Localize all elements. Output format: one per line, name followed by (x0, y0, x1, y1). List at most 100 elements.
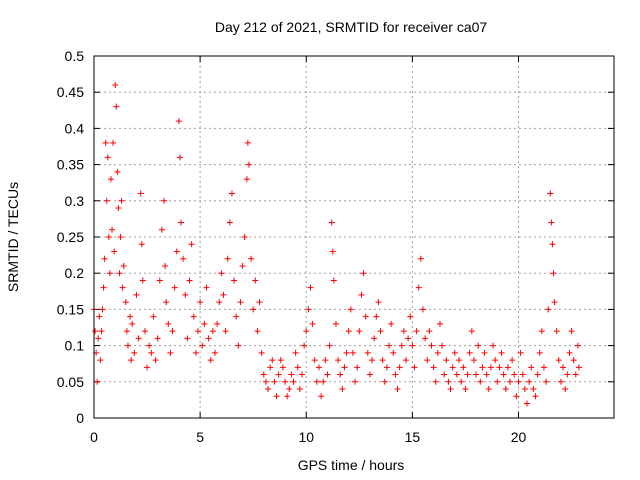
data-point (184, 335, 191, 342)
data-point (337, 371, 344, 378)
data-point (396, 364, 403, 371)
data-point (296, 386, 303, 393)
data-point (207, 357, 214, 364)
data-point (519, 371, 526, 378)
data-point (494, 378, 501, 385)
data-point (466, 349, 473, 356)
data-point (570, 357, 577, 364)
data-point (161, 197, 168, 204)
data-point (260, 371, 267, 378)
data-point (513, 393, 520, 400)
x-tick-label: 10 (298, 429, 314, 445)
data-point (369, 357, 376, 364)
data-point (511, 371, 518, 378)
data-point (218, 270, 225, 277)
data-point (383, 364, 390, 371)
data-point (144, 364, 151, 371)
data-point (133, 291, 140, 298)
data-point (250, 306, 257, 313)
data-point (400, 328, 407, 335)
data-point (231, 277, 238, 284)
data-point (199, 342, 206, 349)
data-point (120, 262, 127, 269)
data-point (557, 378, 564, 385)
data-point (534, 371, 541, 378)
data-point (103, 197, 110, 204)
data-point (254, 328, 261, 335)
data-point (284, 393, 291, 400)
data-point (124, 342, 131, 349)
data-point (540, 364, 547, 371)
data-point (216, 299, 223, 306)
x-tick-label: 0 (90, 429, 98, 445)
data-point (415, 284, 422, 291)
data-point (411, 364, 418, 371)
data-point (239, 262, 246, 269)
data-point (117, 234, 124, 240)
data-point (543, 378, 550, 385)
data-point (560, 364, 567, 371)
data-point (97, 357, 104, 364)
data-point (158, 226, 165, 233)
data-point (345, 328, 352, 335)
data-point (324, 371, 331, 378)
data-point (209, 328, 216, 335)
data-point (451, 349, 458, 356)
data-point (475, 342, 482, 349)
data-point (413, 328, 420, 335)
data-point (568, 328, 575, 335)
data-point (156, 277, 163, 284)
data-point (381, 378, 388, 385)
data-point (458, 378, 465, 385)
data-point (244, 139, 251, 146)
data-point (574, 342, 581, 349)
data-point (307, 284, 314, 291)
data-point (528, 364, 535, 371)
data-point (211, 349, 218, 356)
data-point (507, 378, 513, 385)
data-point (322, 357, 329, 364)
data-point (167, 349, 174, 356)
data-point (485, 386, 492, 393)
data-point (192, 349, 199, 356)
data-point (150, 313, 157, 320)
data-point (356, 328, 363, 335)
data-point (139, 277, 146, 284)
data-point (364, 349, 371, 356)
data-point (405, 335, 412, 342)
data-point (479, 364, 486, 371)
data-point (129, 320, 136, 327)
data-point (462, 386, 469, 393)
data-point (135, 335, 142, 342)
data-point (269, 357, 276, 364)
data-point (123, 328, 130, 335)
data-point (282, 378, 289, 385)
data-point (550, 270, 557, 277)
data-point (94, 378, 101, 385)
data-point (509, 357, 516, 364)
data-point (311, 357, 318, 364)
data-point (115, 205, 122, 212)
data-point (112, 81, 119, 88)
data-point (114, 168, 121, 175)
plot-frame (93, 55, 615, 419)
y-tick-label: 0.45 (57, 84, 84, 100)
data-point (286, 386, 293, 393)
data-point (224, 255, 231, 262)
data-point (104, 154, 111, 161)
data-point (468, 328, 475, 335)
y-tick-label: 0.15 (57, 301, 84, 317)
data-point (201, 320, 208, 327)
data-point (122, 299, 129, 306)
data-point (182, 291, 189, 298)
data-point (180, 255, 187, 262)
data-point (575, 364, 582, 371)
data-point (111, 248, 118, 255)
data-point (398, 342, 405, 349)
tick-layer: 0 0.05 0.1 0.15 0.2 0.25 0.3 0.35 0.4 0.45 0.5 0 5 10… (57, 48, 614, 445)
data-point (473, 371, 480, 378)
data-point (545, 306, 552, 313)
data-point (313, 378, 320, 385)
data-point (422, 335, 429, 342)
